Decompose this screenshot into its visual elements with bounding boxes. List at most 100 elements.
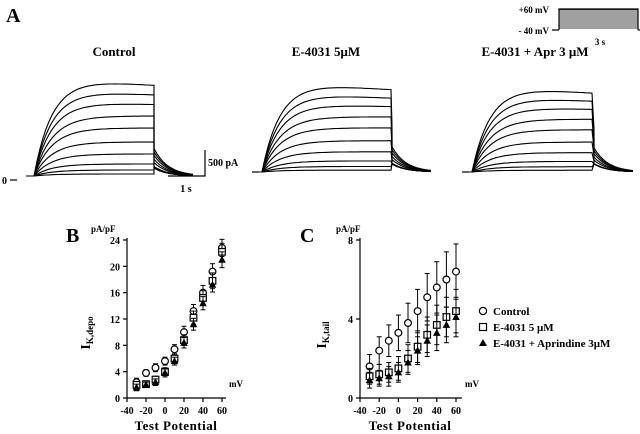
- current-trace: [26, 93, 194, 177]
- plot-c-y-title-main: I: [315, 343, 330, 348]
- y-tick-label: 16: [110, 289, 120, 300]
- data-point-circle: [452, 267, 461, 276]
- current-trace: [464, 141, 634, 173]
- current-trace: [26, 83, 194, 177]
- data-point-triangle: [170, 357, 179, 365]
- condition-title-control: Control: [92, 44, 135, 59]
- legend-label-e4031: E-4031 5 μM: [493, 322, 554, 334]
- data-point-circle: [432, 283, 441, 292]
- data-point-triangle: [218, 255, 226, 263]
- y-tick-label: 0: [348, 394, 353, 405]
- current-trace: [464, 91, 634, 173]
- data-point-circle: [384, 336, 393, 345]
- protocol-duration: 3 s: [595, 37, 606, 47]
- plot-c-y-title: IK,tail: [315, 321, 331, 349]
- x-tick-label: -20: [139, 406, 152, 417]
- current-trace: [254, 140, 432, 173]
- legend-marker-e4031: [478, 322, 488, 332]
- y-tick-label: 8: [115, 341, 120, 352]
- data-point-circle: [423, 293, 432, 302]
- x-tick-label: -20: [373, 406, 386, 417]
- plot-b-y-title-main: I: [79, 344, 94, 349]
- protocol-steps: [552, 8, 640, 31]
- x-tick-label: 60: [217, 406, 227, 417]
- data-point-circle: [394, 328, 403, 337]
- legend-label-control: Control: [493, 306, 529, 318]
- protocol-envelope: [558, 8, 639, 30]
- x-tick-label: 60: [451, 406, 461, 417]
- data-point-circle: [151, 363, 160, 372]
- plot-b-y-title: IK,depo: [79, 316, 95, 350]
- data-point-triangle: [199, 299, 207, 307]
- data-point-triangle: [394, 368, 403, 376]
- data-point-triangle: [423, 336, 431, 344]
- data-point-circle: [142, 368, 151, 377]
- y-tick-label: 12: [110, 315, 120, 326]
- data-point-circle: [442, 275, 451, 284]
- data-point-triangle: [142, 380, 150, 388]
- legend-label-e4031-apr: E-4031 + Aprindine 3μM: [493, 338, 611, 350]
- protocol-top-voltage: +60 mV: [519, 5, 550, 15]
- x-tick-label: 20: [413, 406, 423, 417]
- current-trace: [464, 99, 634, 173]
- panel-b-label: B: [66, 225, 79, 247]
- data-point-triangle: [132, 383, 141, 391]
- y-tick-label: 4: [348, 315, 353, 326]
- data-point-circle: [375, 346, 384, 355]
- current-trace: [26, 153, 194, 177]
- data-point-circle: [170, 345, 179, 354]
- data-point-triangle: [375, 374, 383, 382]
- data-point-triangle: [385, 372, 393, 380]
- plot-b-axis-lines: [126, 238, 226, 399]
- current-trace: [254, 116, 432, 173]
- scale-bar: 500 pA 1 s: [168, 150, 239, 195]
- scale-bar-lines: [168, 150, 206, 177]
- plot-b-axes: [126, 238, 226, 399]
- data-point-circle: [404, 318, 413, 327]
- x-tick-label: -40: [120, 406, 133, 417]
- current-trace: [464, 108, 634, 173]
- y-tick-label: 24: [110, 236, 120, 247]
- legend: Control E-4031 5 μM E-4031 + Aprindine 3…: [478, 306, 611, 350]
- current-trace: [26, 127, 194, 177]
- plot-b-x-unit: mV: [229, 379, 243, 389]
- x-tick-label: 0: [396, 406, 401, 417]
- data-point-circle: [161, 357, 170, 366]
- plot-c-x-title: Test Potential: [369, 418, 452, 433]
- current-traces-e4031-apr: [464, 91, 634, 173]
- legend-marker-e4031-apr: [479, 339, 487, 346]
- scale-bar-current: 500 pA: [208, 158, 239, 169]
- legend-marker-control: [478, 306, 488, 316]
- protocol-inset: +60 mV - 40 mV 3 s: [519, 5, 640, 47]
- x-tick-label: -40: [353, 406, 366, 417]
- data-point-triangle: [442, 320, 451, 328]
- plot-c-y-unit: pA/pF: [336, 224, 361, 234]
- panel-c-label: C: [300, 225, 314, 247]
- x-tick-label: 40: [432, 406, 442, 417]
- data-point-circle: [413, 307, 422, 316]
- y-tick-label: 20: [110, 262, 120, 273]
- x-tick-label: 40: [198, 406, 208, 417]
- current-traces-e4031: [254, 87, 432, 173]
- scale-bar-time: 1 s: [180, 184, 192, 195]
- protocol-holding-voltage: - 40 mV: [519, 26, 550, 36]
- data-point-triangle: [452, 313, 460, 321]
- data-point-triangle: [413, 346, 422, 354]
- current-trace: [254, 87, 432, 173]
- zero-current-label: 0: [2, 176, 7, 187]
- plot-b-y-unit: pA/pF: [91, 224, 116, 234]
- condition-title-e4031-apr: E-4031 + Apr 3 μM: [482, 44, 589, 59]
- data-point-triangle: [404, 358, 412, 366]
- current-trace: [254, 105, 432, 173]
- data-point-triangle: [161, 368, 169, 376]
- current-traces-control: [26, 83, 194, 177]
- current-trace: [254, 96, 432, 173]
- data-point-triangle: [189, 320, 198, 328]
- current-trace: [464, 129, 634, 173]
- condition-title-e4031: E-4031 5μM: [292, 44, 360, 59]
- current-trace: [26, 141, 194, 177]
- panel-a-label: A: [6, 5, 21, 27]
- current-trace: [26, 115, 194, 177]
- y-tick-label: 8: [348, 236, 353, 247]
